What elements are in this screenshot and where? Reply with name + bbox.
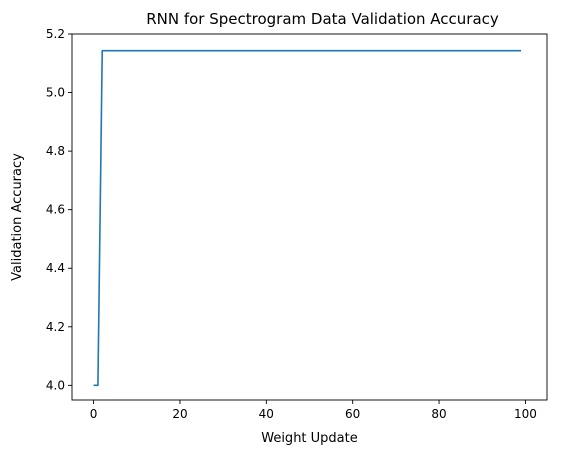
y-axis-label: Validation Accuracy xyxy=(10,153,25,281)
y-tick-label: 4.8 xyxy=(46,144,65,158)
plot-area: 0 20 40 60 80 100 4.0 4.2 4.4 4.6 4.8 5.0 5.2 xyxy=(46,27,548,421)
x-tick-label: 20 xyxy=(172,407,187,421)
x-tick-label: 40 xyxy=(259,407,274,421)
axes-frame xyxy=(71,33,548,401)
y-tick-label: 4.4 xyxy=(46,261,65,275)
series-line-0 xyxy=(93,49,522,387)
y-tick-label: 5.2 xyxy=(46,27,65,41)
x-tick-label: 80 xyxy=(431,407,446,421)
y-tick-label: 4.2 xyxy=(46,320,65,334)
x-tick-label: 0 xyxy=(90,407,98,421)
chart-title: RNN for Spectrogram Data Validation Accu… xyxy=(146,10,499,28)
x-tick-label: 100 xyxy=(514,407,537,421)
x-axis-label: Weight Update xyxy=(261,431,358,446)
y-tick-label: 4.0 xyxy=(46,378,65,392)
x-tick-label: 60 xyxy=(345,407,360,421)
y-tick-label: 4.6 xyxy=(46,203,65,217)
y-tick-label: 5.0 xyxy=(46,86,65,100)
